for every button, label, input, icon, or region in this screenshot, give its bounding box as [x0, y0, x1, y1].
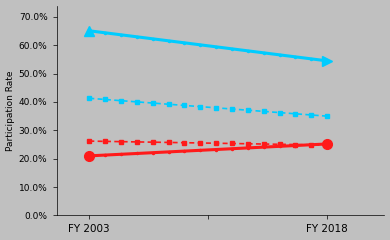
Y-axis label: Participation Rate: Participation Rate: [5, 70, 14, 151]
